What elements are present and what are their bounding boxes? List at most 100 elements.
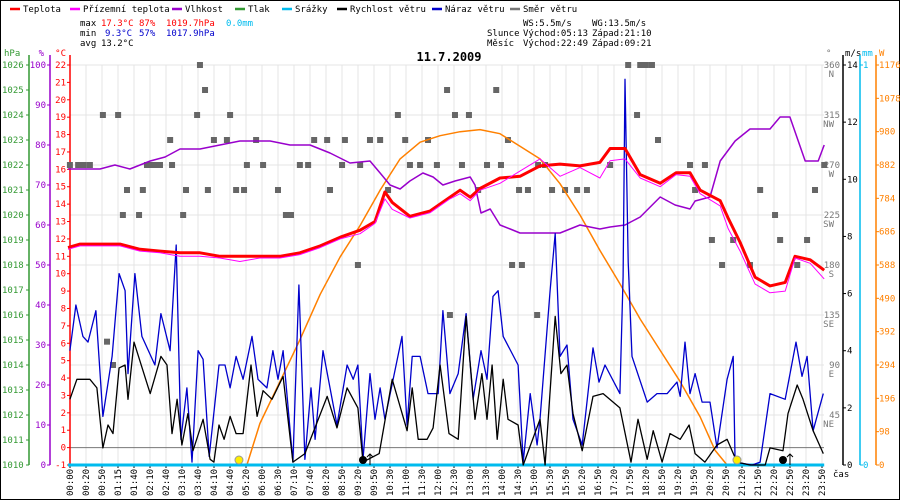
wind-direction-point bbox=[446, 312, 453, 318]
legend-label: Tlak bbox=[248, 5, 270, 15]
wind-direction-point bbox=[524, 187, 531, 193]
legend-label: Vlhkost bbox=[185, 5, 223, 15]
wind-direction-point bbox=[357, 162, 364, 168]
wind-dir-axis-unit: ° bbox=[826, 49, 831, 59]
humidity-tick-label: 40 bbox=[35, 301, 46, 311]
wind-direction-point bbox=[180, 212, 187, 218]
wind-dir-compass-label: E bbox=[829, 370, 834, 380]
x-tick-label: 11:00 bbox=[402, 469, 412, 496]
temperature-tick-label: 7 bbox=[61, 322, 66, 332]
wind-direction-point bbox=[327, 187, 334, 193]
x-tick-label: 19:20 bbox=[674, 469, 684, 496]
solar-tick-label: 98 bbox=[879, 428, 890, 438]
wind-direction-point bbox=[812, 187, 819, 193]
wind-direction-point bbox=[253, 137, 260, 143]
x-tick-label: 01:15 bbox=[114, 469, 124, 496]
wind-direction-point bbox=[406, 162, 413, 168]
wind-dir-compass-label: NW bbox=[823, 120, 834, 130]
wind-direction-point bbox=[75, 162, 82, 168]
x-tick-label: 07:40 bbox=[306, 469, 316, 496]
wind-direction-point bbox=[136, 212, 143, 218]
wind-speed-tick-label: 4 bbox=[847, 347, 852, 357]
wind-direction-point bbox=[458, 162, 465, 168]
x-tick-label: 12:30 bbox=[450, 469, 460, 496]
wind-direction-point bbox=[243, 162, 250, 168]
humidity-tick-label: 30 bbox=[35, 341, 46, 351]
solar-tick-label: 980 bbox=[879, 128, 895, 138]
pressure-tick-label: 1023 bbox=[2, 136, 24, 146]
wind-direction-point bbox=[549, 187, 556, 193]
wind-direction-point bbox=[637, 62, 644, 68]
wind-direction-point bbox=[194, 112, 201, 118]
pressure-tick-label: 1011 bbox=[2, 436, 24, 446]
temperature-tick-label: 8 bbox=[61, 304, 66, 314]
humidity-line bbox=[68, 116, 825, 234]
x-tick-label: 16:50 bbox=[594, 469, 604, 496]
wind-direction-point bbox=[99, 112, 106, 118]
wind-direction-point bbox=[444, 87, 451, 93]
temperature-tick-label: 18 bbox=[55, 131, 66, 141]
wind-speed-axis-unit: m/s bbox=[845, 49, 861, 59]
temperature-tick-label: 6 bbox=[61, 339, 66, 349]
humidity-tick-label: 90 bbox=[35, 101, 46, 111]
wind-speed-tick-label: 14 bbox=[847, 61, 858, 71]
wind-direction-point bbox=[66, 162, 73, 168]
wind-direction-point bbox=[687, 162, 694, 168]
pressure-tick-label: 1019 bbox=[2, 236, 24, 246]
moonrise-icon bbox=[778, 456, 787, 464]
x-tick-label: 00:50 bbox=[98, 469, 108, 496]
plot-area bbox=[66, 62, 828, 467]
wind-direction-point bbox=[204, 187, 211, 193]
legend-label: Přízemní teplota bbox=[83, 5, 170, 15]
stat-min-temp: 9.3°C bbox=[105, 29, 132, 39]
x-tick-label: 15:30 bbox=[546, 469, 556, 496]
x-tick-label: 10:30 bbox=[386, 469, 396, 496]
wind-direction-point bbox=[642, 62, 649, 68]
wind-dir-tick-label: 90 bbox=[829, 361, 840, 371]
x-tick-label: 04:10 bbox=[210, 469, 220, 496]
humidity-tick-label: 70 bbox=[35, 181, 46, 191]
wind-dir-tick-label: 315 bbox=[824, 111, 840, 121]
wind-dir-compass-label: N bbox=[829, 70, 834, 80]
solar-tick-label: 294 bbox=[879, 361, 895, 371]
stats-block: max 17.3°C 87% 1019.7hPa 0.0mm min 9.3°C… bbox=[80, 19, 652, 49]
moon-rise: Východ:22:49 bbox=[523, 39, 588, 49]
wind-dir-tick-label: 135 bbox=[824, 311, 840, 321]
x-tick-label: 16:20 bbox=[578, 469, 588, 496]
legend-label: Srážky bbox=[295, 5, 328, 15]
wind-wg: WG:13.5m/s bbox=[592, 19, 646, 29]
temperature-tick-label: 16 bbox=[55, 165, 66, 175]
wind-direction-point bbox=[607, 162, 614, 168]
wind-direction-point bbox=[152, 162, 159, 168]
wind-direction-point bbox=[625, 62, 632, 68]
x-tick-label: 02:10 bbox=[146, 469, 156, 496]
wind-speed-tick-label: 12 bbox=[847, 118, 858, 128]
wind-direction-point bbox=[821, 162, 828, 168]
wind-direction-point bbox=[139, 187, 146, 193]
stat-avg-temp: 13.2°C bbox=[101, 39, 134, 49]
x-tick-label: 09:20 bbox=[354, 469, 364, 496]
wind-direction-point bbox=[648, 62, 655, 68]
wind-direction-point bbox=[296, 162, 303, 168]
wind-direction-point bbox=[86, 162, 93, 168]
wind-direction-point bbox=[634, 112, 641, 118]
wind-direction-point bbox=[119, 212, 126, 218]
pressure-tick-label: 1022 bbox=[2, 161, 24, 171]
wind-direction-point bbox=[497, 162, 504, 168]
x-tick-label: 00:20 bbox=[82, 469, 92, 496]
wind-speed-tick-label: 8 bbox=[847, 232, 852, 242]
wind-speed-tick-label: 2 bbox=[847, 404, 852, 414]
humidity-tick-label: 20 bbox=[35, 381, 46, 391]
pressure-tick-label: 1020 bbox=[2, 211, 24, 221]
pressure-tick-label: 1014 bbox=[2, 361, 24, 371]
wind-direction-point bbox=[169, 162, 176, 168]
wind-direction-point bbox=[692, 187, 699, 193]
wind-speed-tick-label: 10 bbox=[847, 175, 858, 185]
wind-direction-point bbox=[341, 137, 348, 143]
humidity-tick-label: 60 bbox=[35, 221, 46, 231]
solar-tick-label: 1078 bbox=[879, 94, 900, 104]
x-tick-label: 22:50 bbox=[786, 469, 796, 496]
x-tick-label: 18:20 bbox=[642, 469, 652, 496]
wind-direction-point bbox=[504, 137, 511, 143]
solar-axis-unit: W bbox=[879, 49, 885, 59]
